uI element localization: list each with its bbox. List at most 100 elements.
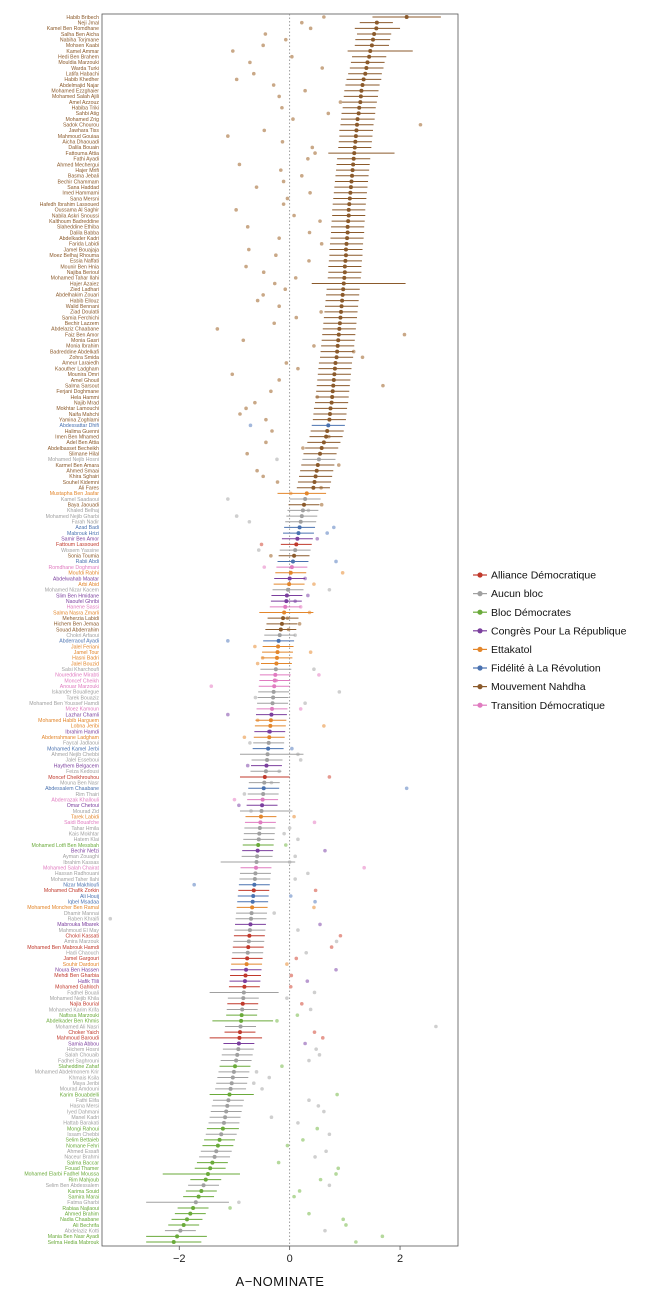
alt-estimate-point	[306, 593, 310, 598]
legend-entry-label: Fidélité à La Révolution	[491, 663, 601, 675]
mp-name-label: Kamel Ammar	[66, 49, 99, 55]
mp-name-label: Choker Yaich	[68, 1030, 99, 1036]
mp-name-label: Mohamed Moncher Ben Ramal	[27, 905, 99, 911]
ideal-point	[351, 162, 356, 167]
mp-name-label: Hadi Chaouch	[66, 951, 99, 957]
alt-estimate-point	[285, 1143, 290, 1148]
ideal-point	[303, 497, 308, 502]
mp-name-label: Kais Mokhtar	[69, 831, 100, 837]
legend-entry-label: Ettakatol	[491, 644, 532, 656]
ideal-point	[287, 582, 292, 587]
alt-estimate-point	[315, 536, 320, 541]
ideal-point	[337, 321, 342, 326]
alt-estimate-point	[226, 497, 230, 501]
ideal-point	[354, 122, 359, 127]
ideal-point	[361, 77, 366, 82]
mp-name-label: Jalel Esseboui	[66, 758, 99, 764]
ideal-point	[338, 315, 343, 320]
ideal-point	[261, 786, 266, 791]
mp-name-label: Issam Chebbi	[67, 1132, 99, 1138]
alt-estimate-point	[261, 293, 265, 297]
alt-estimate-point	[320, 66, 325, 70]
ideal-point	[327, 411, 332, 416]
mp-name-label: Haythem Belgacem	[54, 763, 99, 769]
ideal-point	[345, 236, 350, 241]
ideal-point	[369, 43, 374, 48]
alt-estimate-point	[329, 945, 334, 949]
mp-name-label: Abderrazak Khallouli	[51, 797, 99, 803]
mp-name-label: Ahmed Essafi	[67, 1149, 99, 1155]
ideal-point	[241, 990, 246, 995]
ideal-point	[302, 502, 307, 507]
mp-name-label: Baya Jaouadi	[68, 503, 99, 509]
legend-swatch-dot	[477, 646, 483, 653]
alt-estimate-point	[338, 100, 343, 104]
x-tick-label: 2	[397, 1253, 403, 1265]
alt-estimate-point	[255, 661, 260, 666]
ideal-point	[236, 1041, 241, 1046]
mp-name-label: Mouldia Marzouki	[58, 60, 99, 66]
mp-name-label: Mohamed Salah Ajili	[52, 94, 99, 100]
ideal-point	[331, 377, 336, 382]
mp-name-label: Hasna Mersi	[70, 1104, 99, 1110]
ideal-point	[215, 1143, 220, 1148]
mp-name-label: Hajer Mrifi	[75, 168, 99, 174]
data-marks	[108, 15, 441, 1244]
mp-name-label: Mehdi Ben Gharbia	[54, 973, 99, 979]
mp-name-label: Mohamed Nejib Hosni	[48, 457, 99, 463]
mp-name-label: Hattab Barakati	[63, 1121, 99, 1127]
alt-estimate-point	[319, 502, 324, 507]
ideal-point	[272, 684, 277, 689]
alt-estimate-point	[292, 1194, 296, 1199]
alt-estimate-point	[255, 298, 260, 303]
ideal-point	[247, 928, 252, 933]
mp-name-label: Abdelwahab Maatar	[53, 576, 99, 582]
mp-name-label: Neji Jmal	[78, 20, 99, 26]
ideal-point	[364, 66, 369, 71]
alt-estimate-point	[300, 1002, 304, 1006]
mp-name-label: Lazhar Chamli	[66, 712, 99, 718]
mp-name-label: Hela Hammi	[70, 395, 99, 401]
ideal-point	[210, 1160, 215, 1165]
mp-name-label: Halima Guenni	[65, 429, 99, 435]
alt-estimate-point	[242, 735, 247, 740]
alt-estimate-point	[418, 122, 423, 127]
mp-name-label: Ahmed Mechergui	[57, 162, 99, 168]
mp-name-label: Mania Ben Nasr Ayadi	[48, 1234, 99, 1240]
ideal-point	[358, 94, 363, 99]
ideal-point	[237, 1035, 242, 1040]
alt-estimate-point	[404, 786, 409, 791]
ideal-point	[321, 440, 326, 445]
ideal-point	[248, 922, 253, 927]
ideal-point	[250, 899, 255, 904]
alt-estimate-point	[253, 695, 258, 700]
mp-name-label: Salma Sarsout	[65, 383, 100, 389]
alt-estimate-point	[336, 1166, 341, 1171]
alt-estimate-point	[298, 758, 303, 762]
ideal-point	[242, 984, 247, 989]
ideal-point	[314, 468, 319, 473]
mp-name-label: Najla Bourial	[70, 1002, 99, 1008]
alt-estimate-point	[334, 967, 338, 972]
ideal-point	[269, 706, 274, 711]
alt-estimate-point	[301, 446, 305, 450]
ideal-point	[221, 1120, 226, 1125]
alt-estimate-point	[253, 644, 257, 649]
alt-estimate-point	[261, 270, 266, 275]
legend-swatch-dot	[477, 665, 483, 671]
mp-name-label: Hasni Badri	[72, 656, 99, 662]
mp-name-label: Khmais Ksila	[69, 1075, 99, 1081]
legend-entry-label: Congrès Pour La République	[491, 625, 627, 637]
mp-name-label: Jamel Tour	[74, 650, 100, 656]
mp-name-label: Mohamed Salah Chairat	[43, 865, 99, 871]
alt-estimate-point	[327, 1183, 332, 1188]
mp-name-label: Mourad Zid	[73, 809, 99, 815]
mp-name-label: Meherzia Labidi	[62, 616, 99, 622]
ideal-point	[300, 508, 305, 513]
mp-name-label: Ahmed Nejib Chebbi	[51, 752, 99, 758]
mp-name-label: Mohamed Nejib Gharbi	[46, 514, 99, 520]
mp-name-label: Nabiha Torjmane	[60, 37, 99, 43]
mp-name-label: Hafik Tlili	[78, 979, 99, 985]
mp-name-label: Mahmoud El May	[59, 928, 100, 934]
mp-name-label: Hatem Klai	[74, 837, 99, 843]
